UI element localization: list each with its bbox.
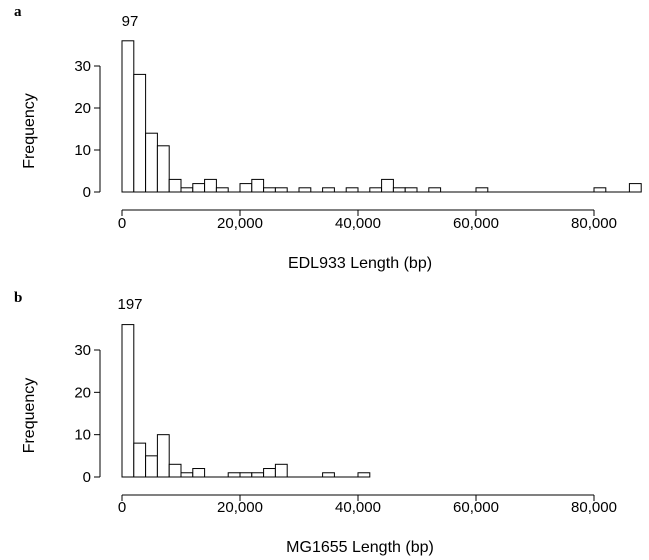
histogram-bar	[180, 472, 194, 478]
histogram-bar	[156, 434, 170, 478]
x-tick-label: 40,000	[335, 215, 381, 232]
histogram-bar	[475, 187, 489, 193]
histogram-bar	[215, 187, 229, 193]
overflow-count-label: 97	[122, 13, 139, 30]
histogram-bar	[381, 178, 394, 193]
histogram-bar	[369, 187, 383, 193]
histogram-bar	[145, 132, 158, 193]
histogram-bar	[274, 463, 288, 478]
x-tick-label: 20,000	[217, 499, 263, 516]
y-tick-label: 10	[74, 427, 91, 444]
histogram-bar	[227, 472, 241, 478]
histogram-bar	[121, 324, 135, 478]
x-tick-label: 80,000	[571, 215, 617, 232]
histogram-bar	[239, 472, 253, 478]
x-tick-label: 40,000	[335, 499, 381, 516]
histogram-bar	[133, 442, 147, 478]
x-tick-label: 60,000	[453, 215, 499, 232]
histogram-bar	[180, 187, 194, 193]
histogram-bar	[357, 472, 371, 478]
overflow-count-label: 197	[117, 296, 142, 313]
histogram-bar	[156, 145, 170, 193]
histogram-bar	[251, 178, 265, 193]
histogram-bar	[274, 187, 288, 193]
x-axis-label: EDL933 Length (bp)	[288, 255, 432, 272]
x-axis-label: MG1655 Length (bp)	[286, 539, 434, 556]
x-tick-label: 0	[118, 499, 126, 516]
y-tick-label: 20	[74, 100, 91, 117]
y-axis-label: Frequency	[21, 93, 38, 169]
histogram-bar	[298, 187, 312, 193]
histogram-bar	[133, 73, 147, 193]
histogram-bar	[322, 472, 335, 478]
histogram-bar	[239, 183, 253, 193]
x-tick-label: 0	[118, 215, 126, 232]
histogram-bar	[345, 187, 359, 193]
histogram-bar	[428, 187, 442, 193]
x-tick-label: 60,000	[453, 499, 499, 516]
histogram-bar	[392, 187, 406, 193]
histogram-bar	[192, 183, 206, 193]
histogram-bar	[168, 178, 182, 193]
histogram-bar	[593, 187, 607, 193]
y-tick-label: 20	[74, 384, 91, 401]
x-tick-label: 20,000	[217, 215, 263, 232]
y-tick-label: 10	[74, 142, 91, 159]
histogram-bar	[192, 468, 206, 478]
histogram-bar	[263, 468, 276, 478]
histogram-bar	[145, 455, 158, 478]
y-tick-label: 0	[83, 469, 91, 486]
y-tick-label: 30	[74, 58, 91, 75]
panel-label: a	[14, 4, 22, 20]
y-tick-label: 0	[83, 184, 91, 201]
histogram-bar	[204, 178, 217, 193]
histogram-bar	[121, 40, 135, 193]
histogram-bar	[263, 187, 276, 193]
y-axis-label: Frequency	[21, 378, 38, 454]
histogram-panel-a: a 0 10 20 30 Frequency 0 20,000 40,000 60,000 80,0…	[14, 4, 642, 272]
histogram-bar	[628, 183, 642, 193]
panel-label: b	[14, 290, 22, 306]
x-tick-label: 80,000	[571, 499, 617, 516]
histogram-bar	[251, 472, 265, 478]
histogram-bar	[404, 187, 418, 193]
histogram-panel-b: b 0 10 20 30 Frequency 0 20,000 40,000 60,000 80,0…	[14, 290, 617, 556]
y-tick-label: 30	[74, 342, 91, 359]
histogram-bar	[322, 187, 335, 193]
histogram-bar	[168, 463, 182, 478]
